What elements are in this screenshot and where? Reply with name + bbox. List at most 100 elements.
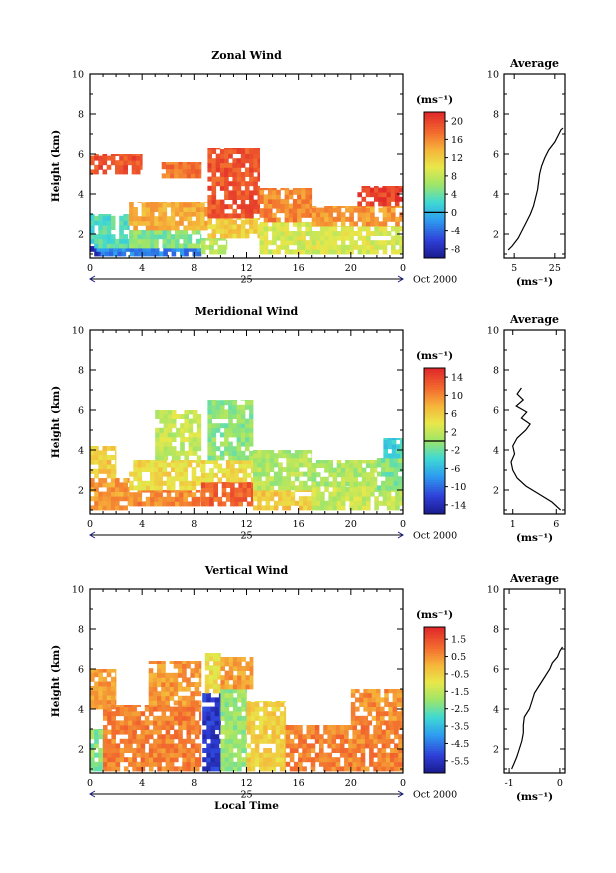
heatmap-cell [186, 682, 191, 687]
heatmap-cell [140, 748, 146, 753]
profile-y-tick-label: 10 [487, 585, 499, 596]
heatmap-cell [161, 752, 167, 758]
heatmap-cell [106, 491, 112, 497]
heatmap-cell [240, 404, 246, 410]
heatmap-cell [298, 496, 304, 502]
heatmap-cell [297, 203, 302, 209]
heatmap-cell [154, 248, 160, 252]
heatmap-cell [146, 248, 152, 252]
heatmap-cell [366, 212, 371, 218]
heatmap-cell [98, 686, 103, 691]
colorbar-segment [424, 180, 445, 184]
heatmap-cell [137, 476, 143, 482]
heatmap-cell [269, 457, 275, 463]
heatmap-cell [396, 715, 402, 721]
heatmap-cell [224, 195, 229, 200]
heatmap-cell [111, 734, 116, 740]
heatmap-cell [191, 476, 197, 482]
heatmap-cell [169, 706, 175, 712]
heatmap-cell [94, 487, 99, 492]
heatmap-cell [288, 189, 294, 195]
heatmap-cell [210, 720, 216, 726]
profile-x-unit: (ms⁻¹) [516, 276, 553, 288]
heatmap-cell [167, 432, 173, 438]
heatmap-cell [350, 702, 356, 707]
heatmap-cell [357, 467, 363, 473]
heatmap-cell [178, 729, 183, 735]
heatmap-cell [191, 471, 197, 477]
heatmap-cell [137, 238, 143, 244]
heatmap-cell [370, 244, 375, 250]
heatmap-cell [298, 505, 304, 511]
heatmap-cell [265, 457, 271, 463]
heatmap-cell [184, 251, 189, 257]
heatmap-cell [259, 188, 265, 191]
heatmap-cell [184, 437, 189, 442]
heatmap-cell [170, 496, 176, 502]
heatmap-cell [254, 752, 260, 758]
profile-x-tick-label: -1 [504, 778, 513, 789]
heatmap-cell [328, 467, 333, 473]
heatmap-cell [157, 695, 162, 701]
profile-title: Average [509, 313, 559, 326]
heatmap-cell [135, 169, 141, 175]
heatmap-cell [331, 725, 337, 730]
heatmap-cell [328, 226, 333, 232]
colorbar-tick-label: 12 [451, 153, 463, 164]
heatmap-cell [175, 501, 180, 507]
heatmap-cell [263, 766, 268, 772]
heatmap-cell [161, 715, 167, 721]
heatmap-cell [153, 705, 158, 707]
heatmap-cell [154, 490, 159, 493]
heatmap-cell [382, 240, 388, 246]
heatmap-cell [98, 500, 103, 506]
heatmap-cell [377, 725, 382, 730]
heatmap-cell [253, 485, 258, 491]
heatmap-cell [207, 213, 212, 219]
heatmap-cell [228, 219, 233, 225]
heatmap-cell [286, 476, 291, 482]
heatmap-cell [361, 221, 367, 227]
heatmap-cell [219, 218, 225, 220]
colorbar-segment [424, 202, 445, 205]
heatmap-cell [324, 486, 329, 488]
heatmap-cell [232, 414, 237, 419]
heatmap-cell [339, 729, 345, 735]
heatmap-cell [127, 215, 130, 221]
heatmap-cell [103, 729, 108, 735]
heatmap-cell [391, 505, 396, 511]
heatmap-cell [133, 476, 138, 482]
heatmap-cell [377, 757, 382, 763]
heatmap-cell [137, 467, 143, 472]
heatmap-cell [332, 226, 338, 232]
heatmap-cell [360, 734, 366, 740]
heatmap-cell [119, 154, 124, 156]
heatmap-cell [311, 235, 317, 241]
heatmap-cell [150, 202, 155, 203]
heatmap-cell [127, 487, 130, 492]
heatmap-cell [186, 706, 192, 712]
heatmap-cell [369, 187, 375, 193]
heatmap-cell [228, 757, 234, 763]
heatmap-cell [253, 476, 258, 482]
heatmap-cell [224, 766, 230, 772]
heatmap-cell [356, 729, 362, 735]
heatmap-cell [106, 690, 112, 696]
colorbar-segment [424, 489, 445, 493]
heatmap-cell [98, 450, 103, 456]
heatmap-cell [144, 738, 150, 744]
heatmap-cell [166, 490, 172, 493]
colorbar-segment [424, 141, 445, 145]
heatmap-cell [166, 234, 172, 240]
heatmap-cell [380, 706, 385, 712]
y-tick-label: 6 [78, 665, 84, 676]
heatmap-cell [376, 458, 382, 463]
heatmap-cell [344, 748, 349, 753]
heatmap-cell [211, 204, 217, 210]
heatmap-cell [278, 485, 283, 491]
heatmap-cell [213, 463, 218, 469]
heatmap-cell [240, 450, 246, 456]
heatmap-cell [374, 481, 378, 487]
heatmap-cell [284, 748, 287, 753]
heatmap-cell [183, 230, 188, 235]
